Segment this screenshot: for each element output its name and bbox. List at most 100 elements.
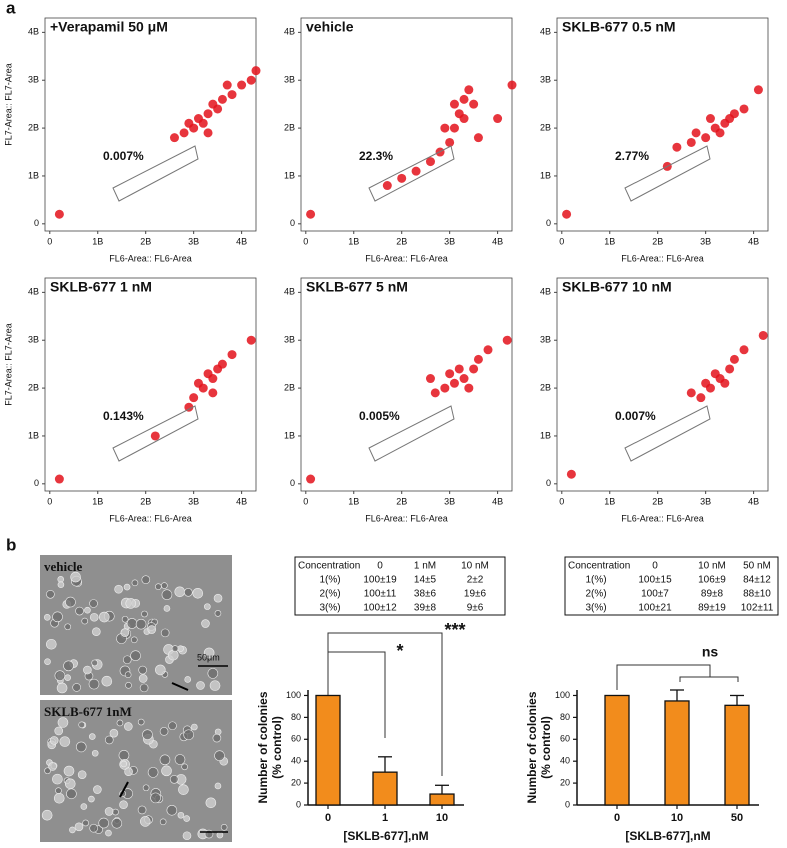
plot-title: +Verapamil 50 μM (50, 19, 168, 35)
cell (174, 754, 186, 765)
x-tick-label: 0 (559, 496, 564, 506)
cell (69, 826, 76, 834)
cell (137, 805, 147, 815)
point (449, 123, 459, 133)
cell (130, 650, 141, 662)
point (193, 378, 203, 388)
point (758, 330, 768, 340)
cell (207, 668, 219, 679)
cell (191, 723, 198, 731)
x-axis-label: FL6-Area:: FL6-Area (365, 513, 448, 523)
y-tick-label: 1B (540, 430, 551, 440)
cell (54, 726, 64, 736)
point (686, 388, 696, 398)
scale-bar-label: 50μm (197, 652, 220, 662)
y-tick-label: 0 (565, 799, 570, 809)
cell (48, 762, 57, 771)
cell (120, 760, 128, 768)
y-axis-label: FL7-Area:: FL7-Area (3, 323, 13, 406)
x-axis-label: [SKLB-677],nM (625, 829, 710, 843)
cell (109, 728, 119, 738)
point (430, 388, 440, 398)
cell (64, 623, 72, 631)
cell (125, 598, 137, 609)
plot-title: SKLB-677 5 nM (306, 279, 408, 295)
point (459, 94, 469, 104)
gate-percent: 22.3% (359, 149, 393, 163)
y-tick-label: 3B (540, 75, 551, 85)
cell (98, 817, 110, 829)
cell (177, 645, 184, 653)
panel-label: b (6, 535, 16, 554)
cell (182, 831, 192, 841)
cell (137, 718, 145, 726)
y-tick-label: 2B (540, 382, 551, 392)
point (184, 402, 194, 412)
table-cell: 2±2 (467, 575, 484, 586)
table-cell: 2(%) (585, 589, 606, 600)
table-header: 50 nM (743, 561, 771, 572)
gate-percent: 0.007% (103, 149, 144, 163)
point (440, 383, 450, 393)
cell (204, 603, 211, 610)
bar (724, 704, 750, 806)
cell (155, 664, 166, 676)
cell (139, 816, 151, 827)
cell (89, 599, 98, 608)
x-tick-label: 4B (236, 496, 247, 506)
x-axis-label: FL6-Area:: FL6-Area (109, 253, 192, 263)
x-tick-label: 4B (748, 236, 759, 246)
plot-frame (44, 17, 257, 232)
cell (88, 795, 95, 803)
cell (126, 618, 138, 629)
cell (46, 589, 55, 599)
x-tick-label: 3B (700, 236, 711, 246)
point (464, 383, 474, 393)
cell (57, 717, 69, 728)
cell (49, 736, 59, 745)
cell (174, 586, 186, 598)
significance-bracket (616, 664, 711, 690)
cell (168, 721, 177, 731)
cell (64, 778, 76, 790)
point (739, 345, 749, 355)
cell (91, 659, 98, 667)
plot-frame (556, 17, 769, 232)
plot-frame (44, 277, 257, 492)
point (701, 378, 711, 388)
cell (150, 792, 161, 804)
cell (52, 773, 63, 785)
table-header: 0 (377, 561, 383, 572)
table-cell: 100±11 (364, 589, 397, 600)
point (203, 369, 213, 379)
cell (141, 610, 148, 618)
plot-frame (300, 17, 513, 232)
bar (604, 694, 630, 806)
cell (89, 823, 98, 833)
point (449, 378, 459, 388)
cell (82, 819, 89, 827)
cell (142, 784, 150, 792)
cell (46, 638, 57, 650)
cell (216, 831, 224, 839)
y-tick-label: 4B (284, 27, 295, 37)
y-tick-label: 0 (546, 218, 551, 228)
cell (178, 784, 189, 795)
cell (91, 749, 99, 757)
x-tick-label: 0 (559, 236, 564, 246)
cell (88, 678, 100, 690)
table-cell: 89±19 (698, 603, 726, 614)
cell (169, 774, 179, 784)
cell (56, 682, 68, 694)
cell (52, 611, 63, 623)
cell (57, 581, 65, 588)
point (691, 128, 701, 138)
table-header: 1 nM (414, 561, 436, 572)
x-tick-label: 4B (492, 496, 503, 506)
point (445, 369, 455, 379)
x-tick-label: 10 (671, 812, 683, 824)
point (469, 99, 479, 109)
cell (41, 809, 53, 821)
x-tick-label: 3B (444, 236, 455, 246)
